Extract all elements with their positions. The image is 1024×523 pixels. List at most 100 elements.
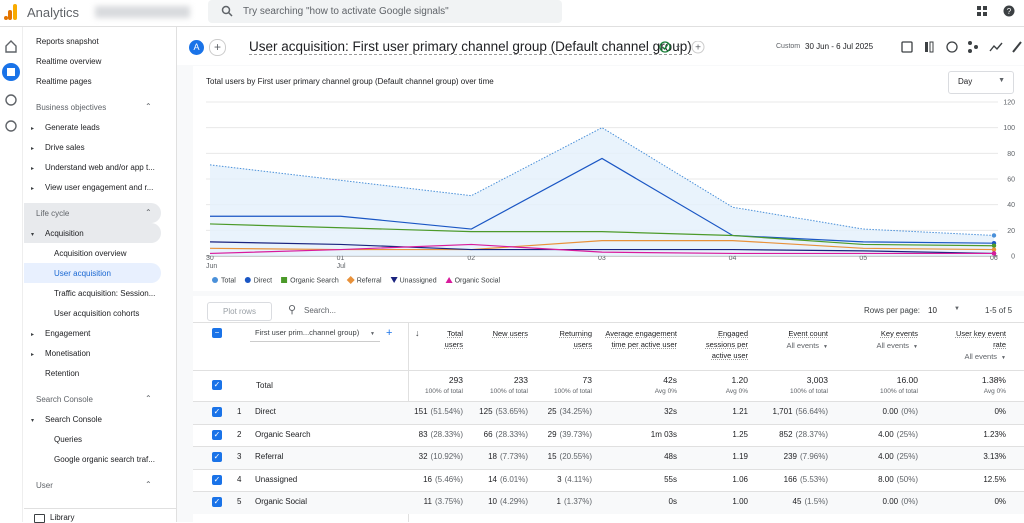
search-box[interactable] <box>208 0 562 23</box>
nav-subitem[interactable]: Acquisition overview <box>54 249 127 258</box>
nav-item[interactable]: View user engagement and r... <box>45 183 154 192</box>
column-header[interactable]: Returning users <box>552 328 592 350</box>
checkbox[interactable]: ✓ <box>212 380 222 390</box>
search-icon <box>221 5 233 17</box>
row-name[interactable]: Organic Search <box>255 430 311 439</box>
checkbox[interactable]: ✓ <box>212 497 222 507</box>
plot-rows[interactable]: Plot rows <box>207 302 272 321</box>
checkbox[interactable]: ✓ <box>212 452 222 462</box>
pagination: 1-5 of 5 <box>985 306 1013 315</box>
dimension-dropdown[interactable]: First user prim...channel group) <box>250 328 380 342</box>
legend-label: Organic Social <box>455 278 501 285</box>
metric-filter[interactable]: All events ▼ <box>787 341 828 350</box>
row-cell: 1.25 <box>732 430 748 439</box>
column-header[interactable]: Key events All events ▼ <box>858 328 918 350</box>
nav-subitem[interactable]: User acquisition cohorts <box>54 309 140 318</box>
row-cell: 1.19 <box>732 452 748 461</box>
cell-value: 4.00 <box>878 452 894 461</box>
section-title[interactable]: User <box>36 481 53 490</box>
legend-marker <box>346 276 355 284</box>
checkbox[interactable]: − <box>212 328 222 338</box>
row-name[interactable]: Referral <box>255 452 284 461</box>
column-header[interactable]: User key event rate All events ▼ <box>944 328 1006 361</box>
total-sub: 100% of total <box>490 388 528 395</box>
collapse-caret: ⌃ <box>145 102 152 111</box>
end-point <box>991 247 997 252</box>
section-title[interactable]: Business objectives <box>36 103 107 112</box>
library[interactable]: Library <box>50 513 75 522</box>
date-range[interactable]: 30 Jun - 6 Jul 2025 <box>805 42 874 51</box>
checkbox[interactable]: ✓ <box>212 475 222 485</box>
cell-share: (56.64%) <box>795 407 828 416</box>
nav-item[interactable]: Engagement <box>45 329 91 338</box>
nav-item[interactable]: Reports snapshot <box>36 37 99 46</box>
cell-value: 3.13% <box>983 452 1006 461</box>
caret: ▼ <box>823 344 828 350</box>
section-title[interactable]: Search Console <box>36 395 93 404</box>
nav-item[interactable]: Search Console <box>45 415 102 424</box>
legend-label: Unassigned <box>400 278 437 285</box>
total-sub: Avg 0% <box>654 388 677 395</box>
row-cell: 48s <box>664 452 677 461</box>
section-title[interactable]: Life cycle <box>36 209 70 218</box>
row-cell: 14 (6.01%) <box>488 475 528 484</box>
nav-subitem[interactable]: Queries <box>54 435 83 444</box>
nav-subitem[interactable]: User acquisition <box>54 269 111 278</box>
total-sub: 100% of total <box>880 388 918 395</box>
cell-share: (4.11%) <box>564 475 592 484</box>
row-name[interactable]: Direct <box>255 407 276 416</box>
legend-marker <box>212 277 218 283</box>
expand-arrow: ▾ <box>31 232 35 238</box>
interval-dropdown[interactable]: Day ▼ <box>948 71 1014 94</box>
cell-value: 32 <box>418 452 428 461</box>
filter-label: All events <box>876 341 910 350</box>
total-area <box>210 127 994 257</box>
nav-item[interactable]: Monetisation <box>45 349 91 358</box>
total-sub: 100% of total <box>425 388 463 395</box>
nav-item[interactable]: Generate leads <box>45 123 100 132</box>
column-header[interactable]: Average engagement time per active user <box>605 328 677 350</box>
expand-arrow: ▸ <box>31 186 35 192</box>
cell-value: 1.00 <box>732 497 748 506</box>
nav-subitem[interactable]: Traffic acquisition: Session... <box>54 289 156 298</box>
date-label: Custom <box>776 43 801 50</box>
account-blur <box>95 6 190 18</box>
nav-subitem[interactable]: Google organic search traf... <box>54 455 155 464</box>
metric-filter[interactable]: All events ▼ <box>965 352 1006 361</box>
nav-item[interactable]: Realtime pages <box>36 77 92 86</box>
column-header[interactable]: Total users <box>429 328 463 350</box>
total-value: 1.38% <box>981 375 1006 385</box>
column-header[interactable]: Engaged sessions per active user <box>693 328 748 361</box>
row-cell: 8.00 (50%) <box>878 475 918 484</box>
checkbox[interactable]: ✓ <box>212 407 222 417</box>
rule <box>193 370 1024 371</box>
add-comparison[interactable]: + <box>209 39 226 56</box>
nav-item[interactable]: Retention <box>45 369 80 378</box>
row-name[interactable]: Unassigned <box>255 475 298 484</box>
nav-item[interactable]: Drive sales <box>45 143 85 152</box>
row-cell: 1 (1.37%) <box>557 497 592 506</box>
rows-per-page[interactable]: 10 <box>928 306 937 315</box>
legend-label: Organic Search <box>290 278 339 285</box>
metric-filter[interactable]: All events ▼ <box>877 341 918 350</box>
row-name[interactable]: Organic Social <box>255 497 308 506</box>
nav-item[interactable]: Realtime overview <box>36 57 102 66</box>
column-header[interactable]: Event count All events ▼ <box>768 328 828 350</box>
cell-share: (10.92%) <box>430 452 463 461</box>
series-line <box>209 241 995 255</box>
nav-item[interactable]: Understand web and/or app t... <box>45 163 155 172</box>
column-header[interactable]: New users <box>478 328 528 339</box>
table-search[interactable]: Search... <box>304 306 337 315</box>
cell-share: (3.75%) <box>434 497 463 506</box>
x-tick-label: 03 <box>598 255 606 262</box>
legend-label: Total <box>221 278 236 285</box>
total-value: 3,003 <box>806 375 828 385</box>
row-cell: 1.21 <box>732 407 748 416</box>
expand-arrow: ▸ <box>31 126 35 132</box>
y-tick-label: 40 <box>1007 202 1015 209</box>
checkbox[interactable]: ✓ <box>212 430 222 440</box>
nav-item[interactable]: Acquisition <box>45 229 84 238</box>
cell-share: (0%) <box>901 407 918 416</box>
total-value: 42s <box>663 375 677 385</box>
product-name: Analytics <box>27 5 80 20</box>
